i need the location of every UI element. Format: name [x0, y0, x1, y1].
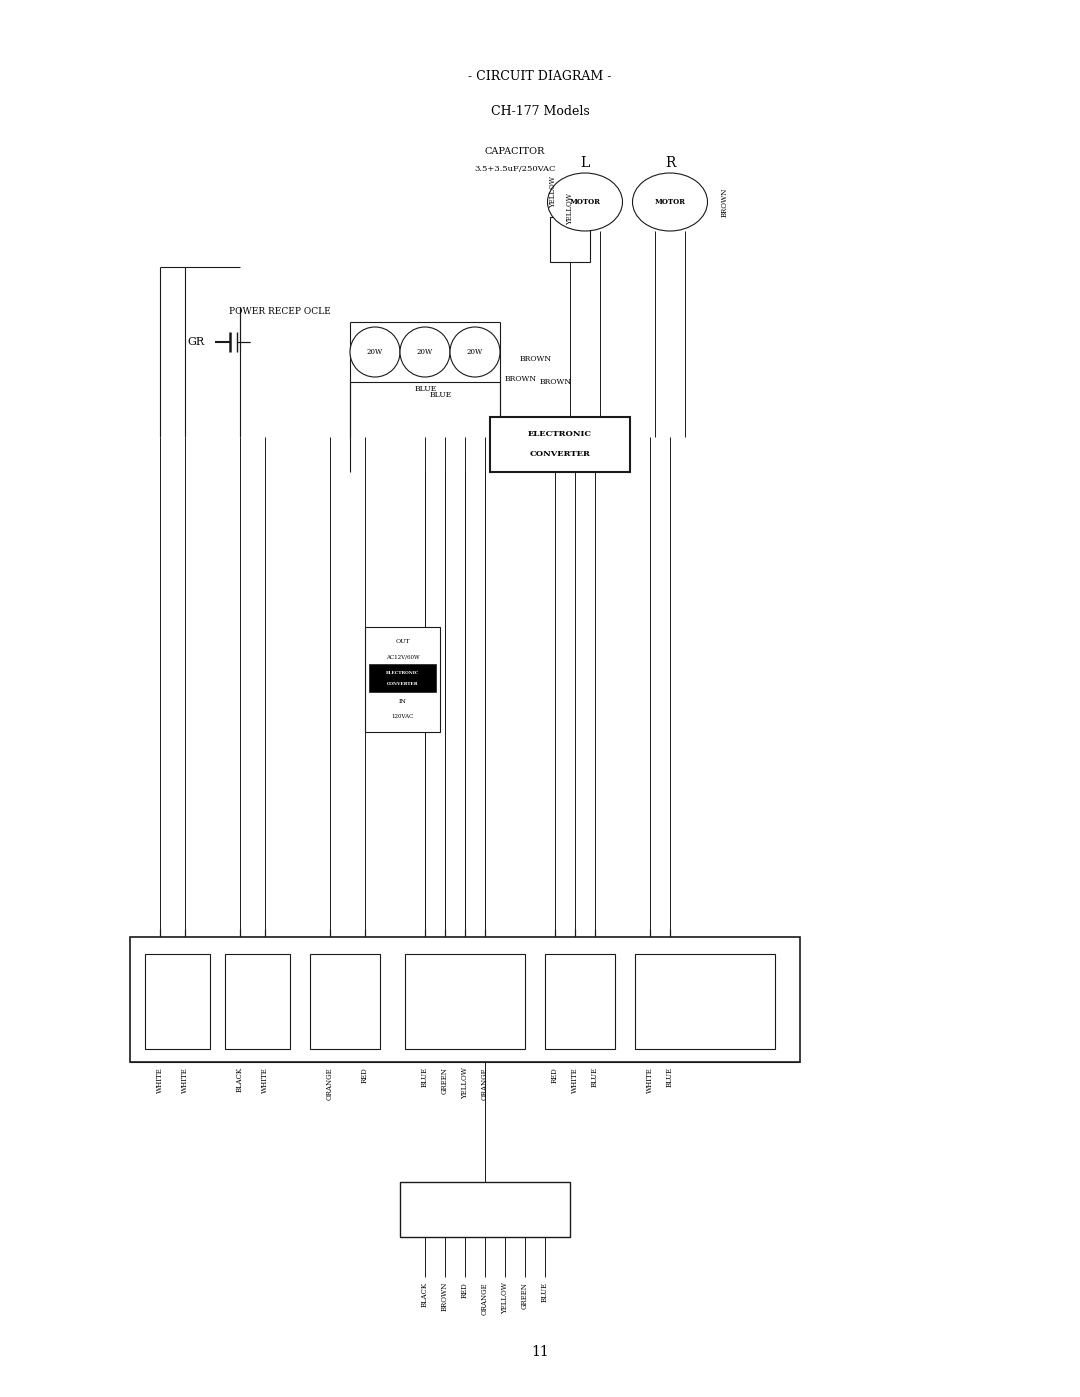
Text: 11: 11: [531, 1345, 549, 1359]
Text: WHITE: WHITE: [646, 1067, 654, 1092]
Ellipse shape: [548, 173, 622, 231]
Text: MOTOR: MOTOR: [569, 198, 600, 205]
Text: 20W: 20W: [467, 348, 483, 356]
Text: GR: GR: [188, 337, 205, 346]
Bar: [369, 664, 436, 692]
Text: RED: RED: [461, 1282, 469, 1298]
Bar: [365, 627, 440, 732]
Text: BLUE: BLUE: [591, 1067, 599, 1087]
Bar: [400, 1182, 570, 1236]
Text: ORANGE: ORANGE: [326, 1067, 334, 1099]
Bar: [310, 954, 380, 1049]
Text: RED: RED: [551, 1067, 559, 1083]
Bar: [635, 954, 775, 1049]
Text: - CIRCUIT DIAGRAM -: - CIRCUIT DIAGRAM -: [469, 70, 611, 84]
Text: GREEN: GREEN: [441, 1067, 449, 1094]
Bar: [145, 954, 210, 1049]
Text: BROWN: BROWN: [721, 187, 729, 217]
Text: BROWN: BROWN: [505, 374, 537, 383]
Circle shape: [350, 327, 400, 377]
Bar: [405, 954, 525, 1049]
Text: BLUE: BLUE: [430, 391, 453, 400]
Text: IN: IN: [399, 700, 406, 704]
Text: WHITE: WHITE: [571, 1067, 579, 1092]
Ellipse shape: [633, 173, 707, 231]
Text: R: R: [665, 156, 675, 170]
Text: 20W: 20W: [367, 348, 383, 356]
Text: BROWN: BROWN: [540, 379, 572, 386]
Text: BROWN: BROWN: [519, 355, 552, 363]
Text: POWER RECEP OCLE: POWER RECEP OCLE: [229, 307, 330, 317]
Text: MOTOR: MOTOR: [654, 198, 686, 205]
Text: BROWN: BROWN: [441, 1282, 449, 1312]
Text: BLACK: BLACK: [421, 1282, 429, 1308]
Circle shape: [450, 327, 500, 377]
Text: ELECTRONIC: ELECTRONIC: [528, 430, 592, 439]
Text: OUT: OUT: [395, 640, 409, 644]
Text: 20W: 20W: [417, 348, 433, 356]
Text: GREEN: GREEN: [521, 1282, 529, 1309]
Text: ORANGE: ORANGE: [481, 1282, 489, 1315]
Text: WHITE: WHITE: [261, 1067, 269, 1092]
Bar: [550, 217, 590, 263]
Text: BLUE: BLUE: [415, 386, 437, 393]
Text: 120VAC: 120VAC: [391, 714, 414, 719]
Bar: [130, 937, 800, 1062]
Text: 3.5+3.5uF/250VAC: 3.5+3.5uF/250VAC: [474, 165, 556, 173]
Bar: [225, 954, 291, 1049]
Text: BLUE: BLUE: [421, 1067, 429, 1087]
Bar: [490, 416, 630, 472]
Text: ORANGE: ORANGE: [481, 1067, 489, 1099]
Text: AC12V/60W: AC12V/60W: [386, 655, 419, 659]
Text: YELLOW: YELLOW: [461, 1067, 469, 1099]
Text: CAPACITOR: CAPACITOR: [485, 148, 545, 156]
Text: YELLOW: YELLOW: [549, 176, 557, 208]
Text: L: L: [580, 156, 590, 170]
Text: BLUE: BLUE: [666, 1067, 674, 1087]
Text: YELLOW: YELLOW: [566, 193, 573, 225]
Bar: [545, 954, 615, 1049]
Text: CONVERTER: CONVERTER: [387, 682, 418, 686]
Text: WHITE: WHITE: [156, 1067, 164, 1092]
Text: RED: RED: [361, 1067, 369, 1083]
Text: WHITE: WHITE: [181, 1067, 189, 1092]
Circle shape: [400, 327, 450, 377]
Text: CONVERTER: CONVERTER: [529, 450, 591, 458]
Text: CH-177 Models: CH-177 Models: [490, 106, 590, 119]
Text: YELLOW: YELLOW: [501, 1282, 509, 1315]
Text: ELECTRONIC: ELECTRONIC: [386, 671, 419, 675]
Text: BLUE: BLUE: [541, 1282, 549, 1302]
Text: BLACK: BLACK: [237, 1067, 244, 1092]
